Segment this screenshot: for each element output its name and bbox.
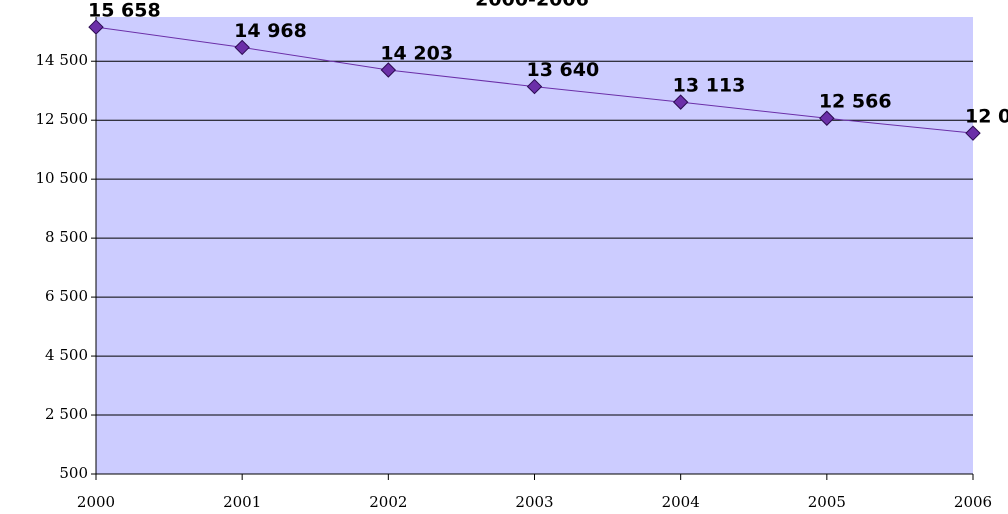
x-tick-label: 2002	[369, 493, 407, 511]
y-tick-label: 12 500	[36, 110, 89, 128]
x-tick-label: 2006	[954, 493, 992, 511]
data-label: 14 203	[380, 42, 453, 64]
y-tick-label: 4 500	[45, 346, 88, 364]
data-label: 15 658	[88, 0, 161, 22]
y-tick-label: 2 500	[45, 405, 88, 423]
y-tick-label: 500	[59, 464, 88, 482]
chart-title: 2000-2006	[475, 0, 589, 11]
marker	[234, 39, 250, 56]
y-tick-label: 8 500	[45, 228, 88, 246]
marker	[819, 110, 835, 126]
data-label: 13 640	[527, 59, 600, 81]
marker	[88, 19, 104, 35]
data-label: 12 060	[965, 106, 1008, 128]
marker	[526, 78, 543, 95]
y-tick-label: 14 500	[36, 51, 89, 69]
x-tick-label: 2003	[515, 493, 553, 511]
y-tick-label: 10 500	[36, 169, 89, 187]
data-label: 13 113	[673, 75, 746, 97]
y-tick-label: 6 500	[45, 287, 88, 305]
x-tick-label: 2004	[662, 493, 700, 511]
marker	[672, 94, 689, 110]
marker	[965, 125, 981, 141]
data-label: 12 566	[819, 91, 892, 113]
x-tick-label: 2000	[77, 493, 115, 511]
x-tick-label: 2005	[808, 493, 846, 511]
marker	[380, 62, 397, 78]
data-label: 14 968	[234, 20, 307, 42]
x-tick-label: 2001	[223, 493, 261, 511]
